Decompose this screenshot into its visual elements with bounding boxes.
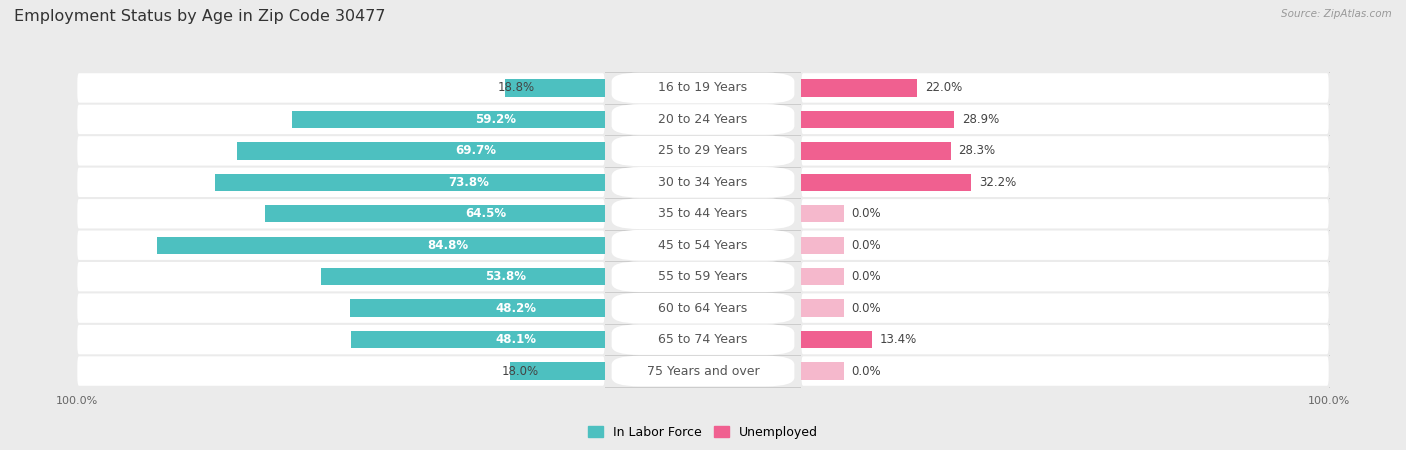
Bar — [510, 362, 605, 380]
Bar — [215, 174, 605, 191]
Bar — [801, 174, 972, 191]
FancyBboxPatch shape — [801, 199, 1329, 229]
Text: 0.0%: 0.0% — [852, 239, 882, 252]
Bar — [801, 111, 953, 128]
FancyBboxPatch shape — [77, 136, 605, 166]
Bar — [506, 79, 605, 97]
FancyBboxPatch shape — [77, 167, 605, 197]
Bar — [801, 237, 844, 254]
Text: 45 to 54 Years: 45 to 54 Years — [658, 239, 748, 252]
Text: 30 to 34 Years: 30 to 34 Years — [658, 176, 748, 189]
Text: 22.0%: 22.0% — [925, 81, 963, 94]
Bar — [264, 205, 605, 222]
Text: 0.0%: 0.0% — [852, 302, 882, 315]
FancyBboxPatch shape — [801, 136, 1329, 166]
FancyBboxPatch shape — [801, 167, 1329, 197]
FancyBboxPatch shape — [77, 262, 605, 292]
Bar — [801, 268, 844, 285]
Text: 84.8%: 84.8% — [427, 239, 468, 252]
Text: 60 to 64 Years: 60 to 64 Years — [658, 302, 748, 315]
FancyBboxPatch shape — [801, 293, 1329, 323]
Text: 25 to 29 Years: 25 to 29 Years — [658, 144, 748, 158]
Bar — [801, 142, 950, 159]
FancyBboxPatch shape — [77, 230, 605, 260]
Text: 48.2%: 48.2% — [495, 302, 536, 315]
Text: 35 to 44 Years: 35 to 44 Years — [658, 207, 748, 220]
FancyBboxPatch shape — [77, 199, 605, 229]
Text: 18.8%: 18.8% — [498, 81, 534, 94]
Text: 20 to 24 Years: 20 to 24 Years — [658, 113, 748, 126]
Bar — [238, 142, 605, 159]
Bar — [801, 362, 844, 380]
Text: 53.8%: 53.8% — [485, 270, 526, 283]
FancyBboxPatch shape — [801, 230, 1329, 260]
FancyBboxPatch shape — [801, 105, 1329, 134]
Text: 18.0%: 18.0% — [502, 364, 538, 378]
Text: 28.3%: 28.3% — [959, 144, 995, 158]
Text: 64.5%: 64.5% — [465, 207, 506, 220]
Bar — [321, 268, 605, 285]
Text: Source: ZipAtlas.com: Source: ZipAtlas.com — [1281, 9, 1392, 19]
FancyBboxPatch shape — [77, 293, 605, 323]
Bar — [352, 331, 605, 348]
Text: 69.7%: 69.7% — [456, 144, 496, 158]
Text: 32.2%: 32.2% — [979, 176, 1017, 189]
Text: 0.0%: 0.0% — [852, 270, 882, 283]
FancyBboxPatch shape — [801, 325, 1329, 354]
Text: 28.9%: 28.9% — [962, 113, 998, 126]
Text: 65 to 74 Years: 65 to 74 Years — [658, 333, 748, 346]
Bar — [801, 205, 844, 222]
Bar — [801, 331, 872, 348]
Text: 48.1%: 48.1% — [495, 333, 536, 346]
FancyBboxPatch shape — [77, 325, 605, 354]
Bar — [801, 300, 844, 317]
FancyBboxPatch shape — [801, 262, 1329, 292]
Bar — [292, 111, 605, 128]
Text: 75 Years and over: 75 Years and over — [647, 364, 759, 378]
Text: 0.0%: 0.0% — [852, 364, 882, 378]
FancyBboxPatch shape — [801, 356, 1329, 386]
Text: Employment Status by Age in Zip Code 30477: Employment Status by Age in Zip Code 304… — [14, 9, 385, 24]
Text: 73.8%: 73.8% — [449, 176, 489, 189]
Text: 59.2%: 59.2% — [475, 113, 516, 126]
Bar — [801, 79, 917, 97]
Text: 16 to 19 Years: 16 to 19 Years — [658, 81, 748, 94]
Legend: In Labor Force, Unemployed: In Labor Force, Unemployed — [583, 421, 823, 444]
Bar — [157, 237, 605, 254]
FancyBboxPatch shape — [77, 356, 605, 386]
FancyBboxPatch shape — [801, 73, 1329, 103]
Bar — [350, 300, 605, 317]
Text: 13.4%: 13.4% — [880, 333, 917, 346]
FancyBboxPatch shape — [77, 73, 605, 103]
Text: 55 to 59 Years: 55 to 59 Years — [658, 270, 748, 283]
FancyBboxPatch shape — [77, 105, 605, 134]
Text: 0.0%: 0.0% — [852, 207, 882, 220]
